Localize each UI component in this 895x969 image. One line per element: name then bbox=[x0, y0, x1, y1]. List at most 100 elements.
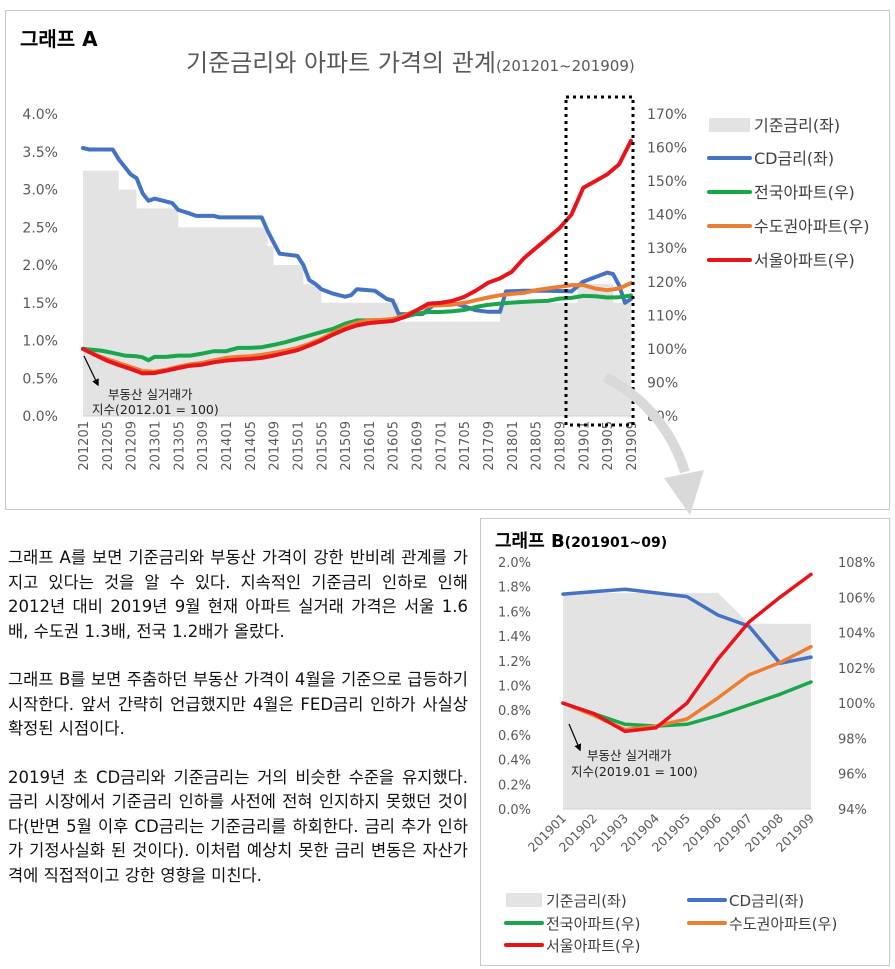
y-left-tick-label: 1.2% bbox=[498, 655, 531, 670]
legend-swatch-base-rate bbox=[506, 893, 542, 907]
y-right-tick-label: 94% bbox=[838, 803, 867, 818]
x-tick-label: 201501 bbox=[291, 421, 306, 471]
y-right-tick-label: 104% bbox=[838, 627, 875, 642]
x-tick-label: 201301 bbox=[148, 421, 163, 471]
legend-label: 기준금리(좌) bbox=[754, 116, 840, 135]
y-left-tick-label: 0.6% bbox=[498, 729, 531, 744]
series-line-seoul-apt bbox=[561, 572, 813, 734]
y-left-tick-label: 3.0% bbox=[22, 183, 58, 199]
x-tick-label: 201609 bbox=[411, 421, 426, 471]
legend-label: 전국아파트(우) bbox=[754, 183, 855, 202]
legend-label: 수도권아파트(우) bbox=[754, 217, 870, 236]
article-paragraph-2: 그래프 B를 보면 주춤하던 부동산 가격이 4월을 기준으로 급등하기 시작한… bbox=[8, 670, 468, 738]
graph-b-panel: 그래프 B(201901~09) 0.0% 0.2% 0.4% 0.6% 0.8% 1.0… bbox=[480, 518, 890, 966]
y-left-tick-label: 1.5% bbox=[22, 296, 58, 312]
y-left-tick-label: 1.8% bbox=[498, 581, 531, 596]
legend-label: 기준금리(좌) bbox=[546, 892, 627, 910]
x-tick-label: 201409 bbox=[268, 421, 283, 471]
legend-label: 전국아파트(우) bbox=[546, 915, 641, 933]
x-tick-label: 201805 bbox=[530, 421, 545, 471]
y-right-tick-label: 130% bbox=[647, 241, 687, 257]
y-right-tick-label: 100% bbox=[838, 697, 875, 712]
graph-a-tag: 그래프 A bbox=[20, 27, 98, 51]
y-right-tick-label: 110% bbox=[647, 308, 687, 324]
graph-a-panel: 그래프 A 기준금리와 아파트 가격의 관계(201201~201909) 0.… bbox=[5, 10, 890, 510]
x-tick-label: 201705 bbox=[458, 421, 473, 471]
y-left-tick-label: 0.0% bbox=[498, 803, 531, 818]
graph-a-chart: 0.0% 0.5% 1.0% 1.5% 2.0% 2.5% 3.0% 3.5% 4.0% 80% 9… bbox=[22, 95, 870, 471]
graph-a-title-main: 기준금리와 아파트 가격의 관계 bbox=[186, 49, 496, 77]
annotation-line-2: 지수(2019.01 = 100) bbox=[571, 764, 698, 779]
y-left-tick-label: 0.2% bbox=[498, 778, 531, 793]
y-left-tick-label: 0.0% bbox=[22, 409, 58, 425]
y-left-tick-label: 2.5% bbox=[22, 220, 58, 236]
y-right-tick-label: 120% bbox=[647, 275, 687, 291]
series-line-national-apt bbox=[81, 293, 633, 363]
y-left-tick-label: 3.5% bbox=[22, 145, 58, 161]
y-right-tick-label: 102% bbox=[838, 662, 875, 677]
graph-a-title: 기준금리와 아파트 가격의 관계(201201~201909) bbox=[186, 43, 635, 78]
graph-a-title-sub: (201201~201909) bbox=[495, 57, 635, 75]
y-right-tick-label: 106% bbox=[838, 591, 875, 606]
y-right-tick-label: 108% bbox=[838, 556, 875, 571]
highlight-box bbox=[564, 95, 635, 427]
x-tick-label: 201201 bbox=[77, 421, 92, 471]
y-right-tick-label: 96% bbox=[838, 768, 867, 783]
legend-label: CD금리(좌) bbox=[754, 149, 834, 168]
y-right-tick-label: 90% bbox=[647, 375, 678, 391]
x-tick-label: 201401 bbox=[220, 421, 235, 471]
y-left-tick-label: 2.0% bbox=[498, 556, 531, 571]
legend-label: CD금리(좌) bbox=[729, 892, 804, 910]
x-tick-label: 201205 bbox=[101, 421, 116, 471]
legend-label: 수도권아파트(우) bbox=[729, 915, 837, 933]
legend-label: 서울아파트(우) bbox=[546, 937, 641, 955]
graph-b-tag-sub: (201901~09) bbox=[564, 535, 668, 551]
y-left-tick-label: 4.0% bbox=[22, 107, 58, 123]
series-line-seoul-apt bbox=[81, 138, 633, 376]
graph-b-tag-main: 그래프 B bbox=[495, 531, 565, 552]
article-text: 그래프 A를 보면 기준금리와 부동산 가격이 강한 반비례 관계를 가지고 있… bbox=[8, 546, 468, 912]
annotation-line-1: 부동산 실거래가 bbox=[587, 748, 672, 763]
x-tick-label: 201709 bbox=[482, 421, 497, 471]
series-area-base-rate bbox=[83, 170, 631, 416]
graph-b-chart: 0.0% 0.2% 0.4% 0.6% 0.8% 1.0% 1.2% 1.4% 1.6% 1.8%… bbox=[498, 556, 875, 955]
x-tick-label: 201701 bbox=[434, 421, 449, 471]
y-right-tick-label: 140% bbox=[647, 208, 687, 224]
y-right-tick-label: 160% bbox=[647, 141, 687, 157]
y-right-tick-label: 150% bbox=[647, 174, 687, 190]
legend-label: 서울아파트(우) bbox=[754, 251, 855, 270]
article-paragraph-1: 그래프 A를 보면 기준금리와 부동산 가격이 강한 반비례 관계를 가지고 있… bbox=[8, 548, 468, 641]
y-left-tick-label: 0.8% bbox=[498, 704, 531, 719]
x-tick-label: 201405 bbox=[244, 421, 259, 471]
x-tick-label: 201309 bbox=[196, 421, 211, 471]
annotation-arrow bbox=[83, 355, 99, 387]
graph-b-tag: 그래프 B(201901~09) bbox=[495, 527, 667, 553]
x-tick-label: 201901 bbox=[577, 421, 592, 471]
y-left-tick-label: 2.0% bbox=[22, 258, 58, 274]
y-right-tick-label: 170% bbox=[647, 107, 687, 123]
y-left-tick-label: 0.5% bbox=[22, 371, 58, 387]
x-tick-label: 201905 bbox=[601, 421, 616, 471]
x-tick-label: 201909 bbox=[625, 421, 640, 471]
y-left-tick-label: 1.0% bbox=[498, 680, 531, 695]
x-tick-label: 201509 bbox=[339, 421, 354, 471]
x-tick-label: 201601 bbox=[363, 421, 378, 471]
annotation-arrow bbox=[568, 723, 582, 752]
article-paragraph-3: 2019년 초 CD금리와 기준금리는 거의 비슷한 수준을 유지했다. 금리 … bbox=[8, 767, 468, 885]
y-left-tick-label: 1.6% bbox=[498, 605, 531, 620]
y-left-tick-label: 1.4% bbox=[498, 630, 531, 645]
legend-swatch-base-rate bbox=[709, 118, 750, 132]
y-left-tick-label: 1.0% bbox=[22, 334, 58, 350]
y-right-tick-label: 100% bbox=[647, 342, 687, 358]
annotation-line-1: 부동산 실거래가 bbox=[108, 387, 193, 402]
series-line-cd-rate bbox=[81, 146, 633, 317]
x-tick-label: 201209 bbox=[125, 421, 140, 471]
x-tick-label: 201809 bbox=[554, 421, 569, 471]
annotation-line-2: 지수(2012.01 = 100) bbox=[92, 402, 219, 417]
y-left-tick-label: 0.4% bbox=[498, 754, 531, 769]
x-tick-label: 201305 bbox=[172, 421, 187, 471]
series-line-national-apt bbox=[561, 680, 813, 728]
x-tick-label: 201605 bbox=[387, 421, 402, 471]
series-line-cd-rate bbox=[561, 587, 813, 666]
y-right-tick-label: 98% bbox=[838, 732, 867, 747]
